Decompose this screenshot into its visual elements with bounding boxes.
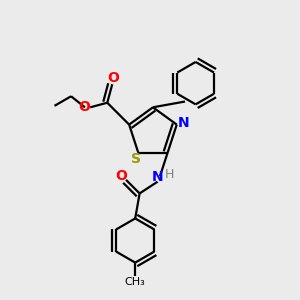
Text: N: N (152, 170, 164, 184)
Text: S: S (131, 152, 141, 166)
Text: O: O (107, 71, 119, 85)
Text: N: N (177, 116, 189, 130)
Text: O: O (115, 169, 127, 183)
Text: O: O (78, 100, 90, 114)
Text: CH₃: CH₃ (125, 277, 146, 287)
Text: H: H (165, 168, 174, 182)
